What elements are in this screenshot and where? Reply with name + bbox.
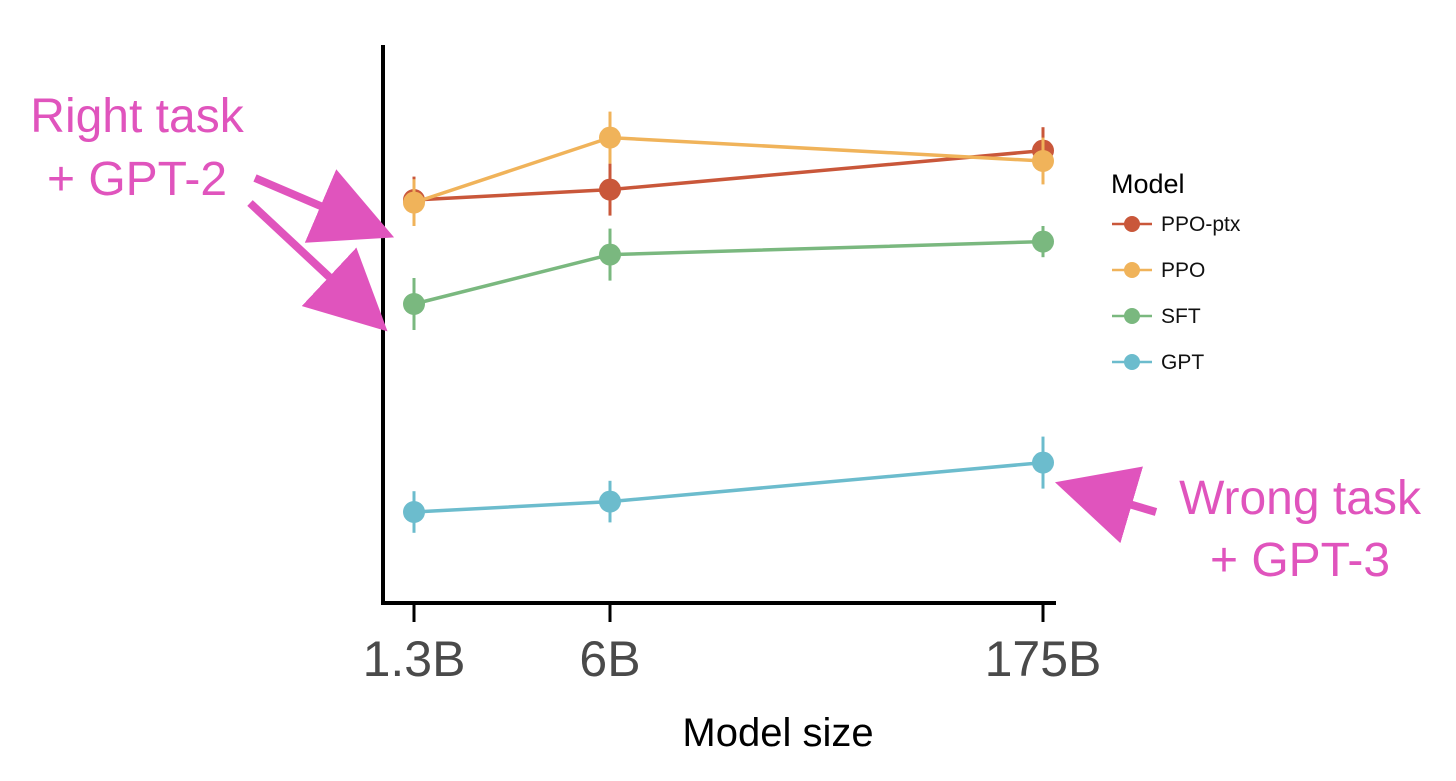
data-point bbox=[599, 126, 621, 149]
series-line bbox=[413, 239, 1044, 306]
legend-label: PPO-ptx bbox=[1161, 213, 1241, 236]
annotation-right-line-1: Right task bbox=[30, 90, 244, 143]
x-tick-label: 1.3B bbox=[363, 631, 466, 687]
legend-marker bbox=[1124, 308, 1140, 324]
data-point bbox=[599, 178, 621, 201]
legend-label: SFT bbox=[1161, 305, 1201, 328]
series-line bbox=[413, 148, 1044, 202]
legend-marker bbox=[1124, 216, 1140, 232]
x-tick-label: 175B bbox=[985, 631, 1102, 687]
x-axis-title: Model size bbox=[682, 711, 873, 755]
data-point bbox=[403, 501, 425, 523]
series-gpt bbox=[403, 436, 1054, 533]
legend-item: GPT bbox=[1112, 351, 1204, 374]
data-point bbox=[403, 293, 425, 315]
legend-item: PPO bbox=[1112, 259, 1205, 282]
annotation-right-line-2: + GPT-2 bbox=[47, 153, 227, 206]
series-line bbox=[413, 135, 1044, 205]
data-point bbox=[1032, 451, 1054, 474]
data-point bbox=[599, 490, 621, 513]
legend-label: GPT bbox=[1161, 351, 1204, 374]
annotation-arrow bbox=[1054, 466, 1158, 544]
legend-item: SFT bbox=[1112, 305, 1201, 328]
legend-marker bbox=[1124, 354, 1140, 370]
x-tick-label: 6B bbox=[579, 631, 640, 687]
data-point bbox=[1032, 230, 1054, 253]
series-layer bbox=[403, 111, 1054, 533]
series-ppo bbox=[403, 111, 1054, 226]
series-line bbox=[413, 460, 1044, 514]
legend-item: PPO-ptx bbox=[1112, 213, 1241, 236]
annotation-arrow bbox=[253, 169, 395, 243]
legend-marker bbox=[1124, 262, 1140, 278]
annotation-wrong-line-1: Wrong task bbox=[1179, 472, 1422, 525]
legend-label: PPO bbox=[1161, 259, 1205, 282]
data-point bbox=[1032, 150, 1054, 172]
legend: Model PPO-ptx PPO SFT GPT bbox=[1111, 169, 1241, 374]
data-point bbox=[599, 243, 621, 266]
annotation-wrong-task: Wrong task + GPT-3 bbox=[1054, 466, 1422, 587]
series-sft bbox=[403, 226, 1054, 330]
annotation-right-task: Right task + GPT-2 bbox=[30, 90, 395, 332]
annotation-wrong-line-2: + GPT-3 bbox=[1210, 534, 1390, 587]
annotation-arrow bbox=[247, 200, 388, 332]
data-point bbox=[403, 191, 425, 214]
legend-title: Model bbox=[1111, 169, 1185, 199]
